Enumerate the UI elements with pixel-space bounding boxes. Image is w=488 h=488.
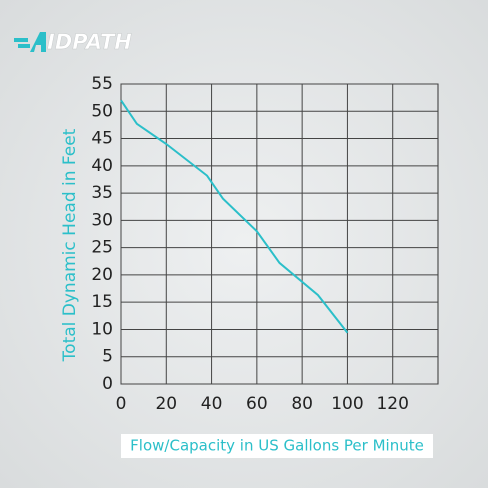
x-axis-label: Flow/Capacity in US Gallons Per Minute bbox=[130, 437, 424, 455]
x-tick-label: 60 bbox=[246, 394, 268, 414]
x-tick-label: 40 bbox=[201, 394, 223, 414]
y-tick-label: 20 bbox=[91, 265, 113, 285]
logo-icon bbox=[14, 32, 46, 52]
y-tick-label: 40 bbox=[91, 156, 113, 176]
logo: IDPATH bbox=[47, 30, 132, 54]
y-tick-label: 15 bbox=[91, 292, 113, 312]
y-tick-label: 0 bbox=[102, 374, 113, 394]
x-tick-label: 80 bbox=[291, 394, 313, 414]
y-tick-label: 55 bbox=[91, 74, 113, 94]
y-tick-label: 45 bbox=[91, 129, 113, 149]
y-tick-label: 35 bbox=[91, 183, 113, 203]
xlabel-box bbox=[121, 434, 433, 458]
x-tick-label: 100 bbox=[331, 394, 363, 414]
x-tick-label: 20 bbox=[155, 394, 177, 414]
y-axis-label: Total Dynamic Head in Feet bbox=[60, 128, 80, 362]
y-tick-label: 25 bbox=[91, 238, 113, 258]
x-tick-label: 120 bbox=[376, 394, 408, 414]
data-line bbox=[120, 99, 349, 334]
y-tick-label: 10 bbox=[91, 319, 113, 339]
y-tick-label: 50 bbox=[91, 101, 113, 121]
x-tick-label: 0 bbox=[116, 394, 127, 414]
y-tick-label: 30 bbox=[91, 210, 113, 230]
y-tick-label: 5 bbox=[102, 347, 113, 367]
